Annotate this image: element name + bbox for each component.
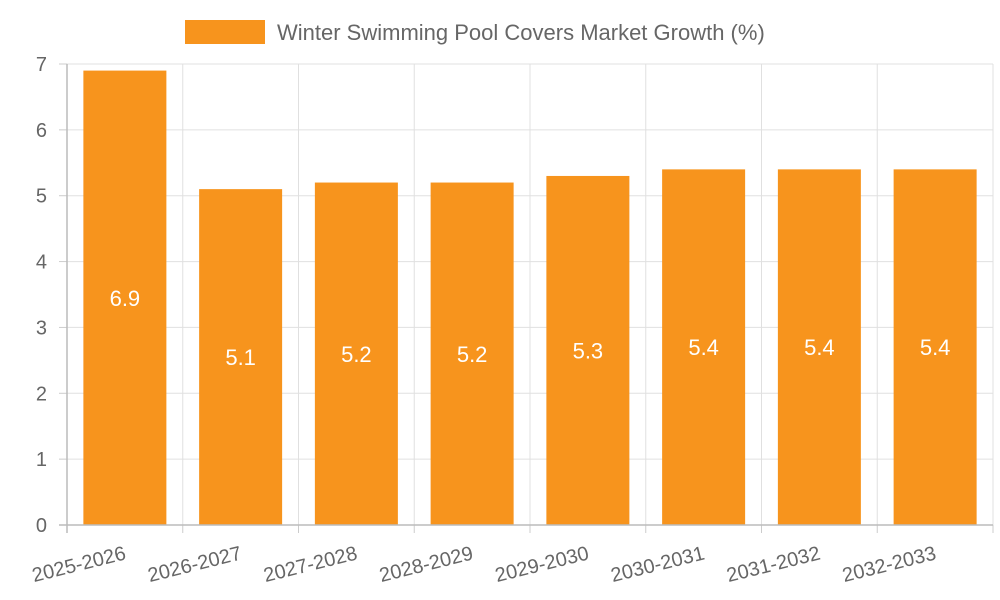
legend-label[interactable]: Winter Swimming Pool Covers Market Growt…	[277, 20, 765, 45]
x-tick-label: 2030-2031	[609, 543, 707, 587]
bar-value-label: 5.3	[573, 338, 604, 363]
bar-value-label: 5.1	[225, 345, 256, 370]
y-tick-label: 5	[36, 186, 47, 208]
legend[interactable]: Winter Swimming Pool Covers Market Growt…	[185, 20, 765, 45]
bar[interactable]	[83, 70, 167, 525]
y-tick-label: 3	[36, 317, 47, 339]
bar[interactable]	[314, 182, 398, 526]
x-tick-label: 2027-2028	[261, 543, 359, 587]
bar-data-labels: 6.9 5.1 5.2 5.2 5.3 5.4 5.4 5.4	[110, 286, 951, 370]
bar-value-label: 5.4	[688, 335, 719, 360]
bar[interactable]	[777, 169, 861, 525]
axes	[59, 63, 994, 533]
x-tick-label: 2025-2026	[30, 543, 128, 587]
y-tick-label: 2	[36, 383, 47, 405]
bar-value-label: 5.2	[341, 342, 372, 367]
x-tick-label: 2028-2029	[377, 543, 475, 587]
bars	[83, 70, 977, 526]
x-tick-label: 2026-2027	[146, 543, 244, 587]
y-tick-label: 4	[36, 252, 47, 274]
y-tick-label: 6	[36, 120, 47, 142]
bar-value-label: 6.9	[110, 286, 141, 311]
bar[interactable]	[662, 169, 746, 525]
bar[interactable]	[430, 182, 514, 526]
bar[interactable]	[199, 189, 283, 525]
x-tick-label: 2029-2030	[493, 543, 591, 587]
x-tick-labels: 2025-2026 2026-2027 2027-2028 2028-2029 2029…	[30, 543, 938, 587]
x-tick-label: 2031-2032	[724, 543, 822, 587]
y-tick-labels: 0 1 2 3 4 5 6 7	[36, 54, 47, 537]
y-tick-label: 7	[36, 54, 47, 76]
bar[interactable]	[893, 169, 977, 525]
y-tick-label: 1	[36, 449, 47, 471]
bar-value-label: 5.4	[920, 335, 951, 360]
x-tick-label: 2032-2033	[840, 543, 938, 587]
legend-swatch[interactable]	[185, 20, 265, 44]
bar-value-label: 5.4	[804, 335, 835, 360]
y-tick-label: 0	[36, 515, 47, 537]
bar[interactable]	[546, 175, 630, 525]
bar-value-label: 5.2	[457, 342, 488, 367]
